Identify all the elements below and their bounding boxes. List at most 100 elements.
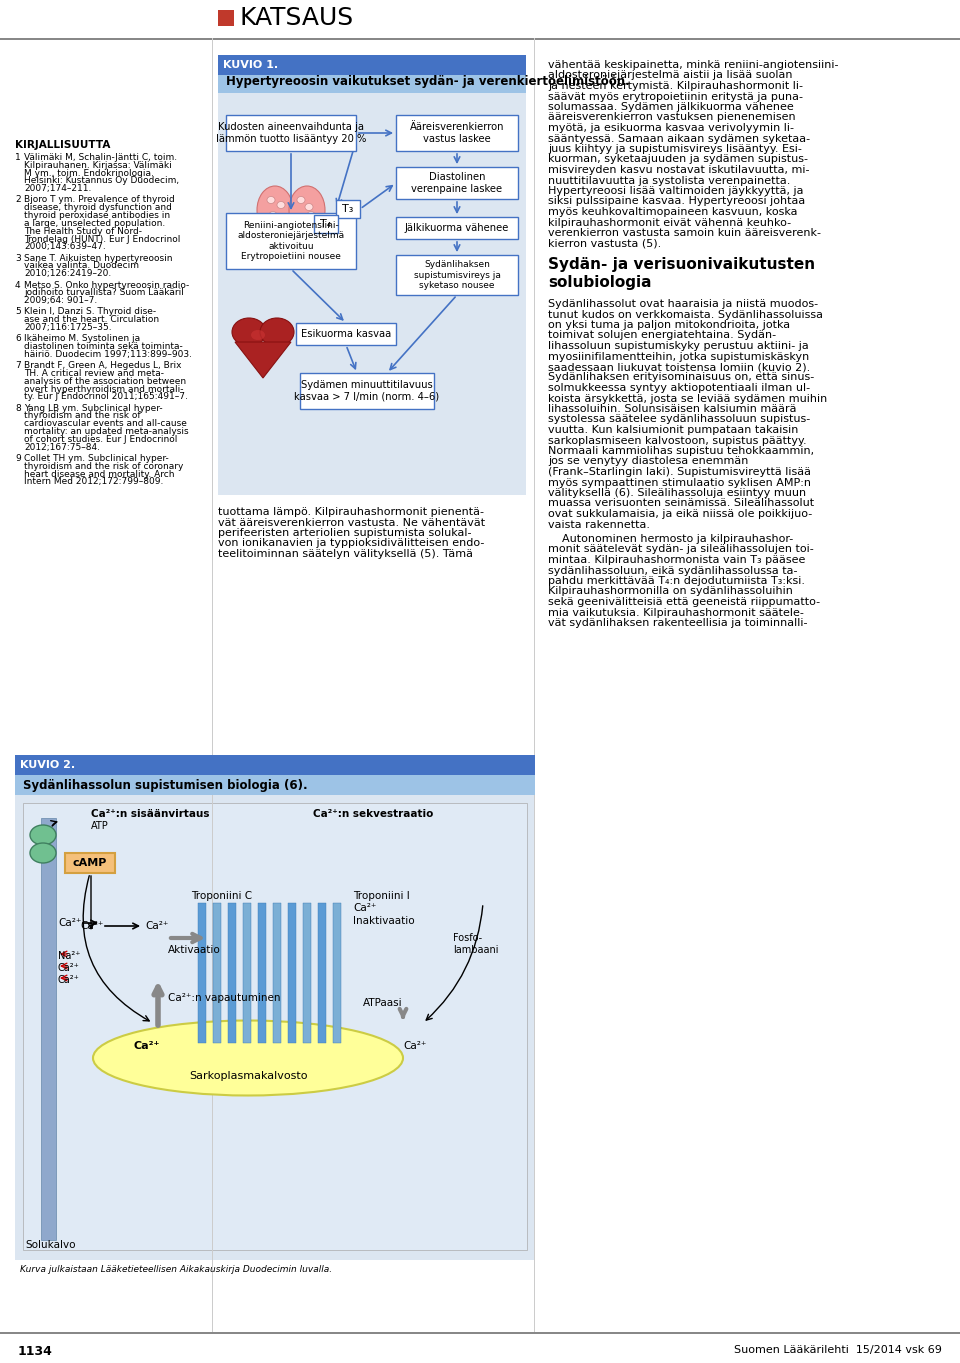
Text: Troponiini C: Troponiini C bbox=[191, 891, 252, 901]
Text: Sydänlihaksen erityisominaisuus on, että sinus-: Sydänlihaksen erityisominaisuus on, että… bbox=[548, 372, 814, 383]
Bar bbox=[314, 215, 338, 233]
Text: monit säätelevät sydän- ja sileälihassolujen toi-: monit säätelevät sydän- ja sileälihassol… bbox=[548, 544, 814, 555]
Text: myötä, ja esikuorma kasvaa verivolyymin li-: myötä, ja esikuorma kasvaa verivolyymin … bbox=[548, 123, 794, 134]
Text: Ca²⁺: Ca²⁺ bbox=[80, 921, 104, 931]
Text: solmukkeessa syntyy aktiopotentiaali ilman ul-: solmukkeessa syntyy aktiopotentiaali ilm… bbox=[548, 383, 810, 393]
Text: Sydämen minuuttitilavuus
kasvaa > 7 l/min (norm. 4–6): Sydämen minuuttitilavuus kasvaa > 7 l/mi… bbox=[295, 380, 440, 402]
Text: solumassaa. Sydämen jälkikuorma vähenee: solumassaa. Sydämen jälkikuorma vähenee bbox=[548, 102, 794, 112]
Text: Fosfo-
lambaani: Fosfo- lambaani bbox=[453, 934, 498, 954]
Text: misvireyden kasvu nostavat iskutilavuutta, mi-: misvireyden kasvu nostavat iskutilavuutt… bbox=[548, 165, 809, 174]
Text: 7: 7 bbox=[15, 361, 21, 371]
Text: (Frank–Starlingin laki). Supistumisvireyttä lisää: (Frank–Starlingin laki). Supistumisvirey… bbox=[548, 468, 811, 477]
Bar bbox=[336, 200, 360, 218]
Text: Ca²⁺: Ca²⁺ bbox=[133, 1041, 159, 1051]
Bar bbox=[243, 904, 251, 1043]
Text: a large, unselected population.: a large, unselected population. bbox=[24, 219, 165, 228]
Text: myös keuhkovaltimopaineen kasvuun, koska: myös keuhkovaltimopaineen kasvuun, koska bbox=[548, 207, 798, 217]
Text: M ym., toim. Endokrinologia.: M ym., toim. Endokrinologia. bbox=[24, 169, 154, 177]
Text: 1: 1 bbox=[15, 153, 21, 162]
Bar bbox=[0, 38, 960, 40]
Ellipse shape bbox=[269, 211, 277, 218]
Text: juus kiihtyy ja supistumisvireys lisääntyy. Esi-: juus kiihtyy ja supistumisvireys lisäänt… bbox=[548, 144, 802, 154]
Text: Kilpirauhashormonilla on sydänlihassoluihin: Kilpirauhashormonilla on sydänlihassolui… bbox=[548, 586, 793, 597]
Text: vät sydänlihaksen rakenteellisia ja toiminnalli-: vät sydänlihaksen rakenteellisia ja toim… bbox=[548, 617, 807, 628]
Text: Esikuorma kasvaa: Esikuorma kasvaa bbox=[300, 328, 391, 339]
Text: 4: 4 bbox=[15, 281, 20, 289]
Text: Normaali kammiolihas supistuu tehokkaammin,: Normaali kammiolihas supistuu tehokkaamm… bbox=[548, 446, 814, 457]
Text: muassa verisuonten seinämissä. Sileälihassolut: muassa verisuonten seinämissä. Sileäliha… bbox=[548, 499, 814, 508]
Text: vät ääreisverenkierron vastusta. Ne vähentävät: vät ääreisverenkierron vastusta. Ne vähe… bbox=[218, 518, 485, 527]
Bar bbox=[15, 776, 535, 795]
Text: Jälkikuorma vähenee: Jälkikuorma vähenee bbox=[405, 224, 509, 233]
Text: Brandt F, Green A, Hegedus L, Brix: Brandt F, Green A, Hegedus L, Brix bbox=[24, 361, 181, 371]
Text: tuottama lämpö. Kilpirauhashormonit pienentä-: tuottama lämpö. Kilpirauhashormonit pien… bbox=[218, 507, 484, 517]
Ellipse shape bbox=[232, 318, 266, 346]
Text: myös sympaattinen stimulaatio syklisen AMP:n: myös sympaattinen stimulaatio syklisen A… bbox=[548, 477, 811, 488]
Text: sydänlihassoluun, eikä sydänlihassolussa ta-: sydänlihassoluun, eikä sydänlihassolussa… bbox=[548, 566, 798, 575]
Text: T₄: T₄ bbox=[321, 219, 331, 229]
Text: kilpirauhashormonit eivät vähennä keuhko-: kilpirauhashormonit eivät vähennä keuhko… bbox=[548, 218, 791, 228]
Text: 3: 3 bbox=[15, 254, 21, 263]
Bar bbox=[288, 904, 296, 1043]
Text: 2: 2 bbox=[15, 195, 20, 204]
Text: on yksi tuma ja paljon mitokondrioita, jotka: on yksi tuma ja paljon mitokondrioita, j… bbox=[548, 320, 790, 330]
Bar bbox=[296, 323, 396, 345]
Text: mintaa. Kilpirauhashormonista vain T₃ pääsee: mintaa. Kilpirauhashormonista vain T₃ pä… bbox=[548, 555, 805, 566]
Bar bbox=[23, 803, 527, 1250]
Text: Intern Med 2012;172:799–809.: Intern Med 2012;172:799–809. bbox=[24, 477, 163, 487]
Text: Kudosten aineenvaihdunta ja
lämmön tuotto lisääntyy 20 %: Kudosten aineenvaihdunta ja lämmön tuott… bbox=[216, 123, 366, 144]
Text: saadessaan liukuvat toistensa lomiin (kuvio 2).: saadessaan liukuvat toistensa lomiin (ku… bbox=[548, 363, 810, 372]
Text: KUVIO 1.: KUVIO 1. bbox=[223, 60, 278, 70]
Bar bbox=[198, 904, 206, 1043]
Text: jodihoito turvallista? Suom Lääkäril: jodihoito turvallista? Suom Lääkäril bbox=[24, 289, 184, 297]
Text: 6: 6 bbox=[15, 334, 21, 343]
Text: Autonominen hermosto ja kilpirauhashor-: Autonominen hermosto ja kilpirauhashor- bbox=[548, 534, 793, 544]
Text: Reniini-angiotensiini-
aldosteroniejärjestelmä
aktivoituu
Erytropoietiini nousee: Reniini-angiotensiini- aldosteroniejärje… bbox=[237, 221, 345, 262]
Bar bbox=[396, 255, 518, 294]
Text: Sydänlihassolun supistumisen biologia (6).: Sydänlihassolun supistumisen biologia (6… bbox=[23, 778, 307, 792]
Bar bbox=[534, 38, 535, 1333]
Text: Ca²⁺: Ca²⁺ bbox=[353, 904, 376, 913]
Text: sääntyessä. Samaan aikaan sydämen syketaa-: sääntyessä. Samaan aikaan sydämen syketa… bbox=[548, 134, 810, 143]
Text: ATPaasi: ATPaasi bbox=[363, 998, 402, 1009]
Bar bbox=[273, 904, 281, 1043]
Ellipse shape bbox=[307, 211, 315, 218]
Text: ATP: ATP bbox=[91, 821, 108, 831]
Text: Yang LB ym. Subclinical hyper-: Yang LB ym. Subclinical hyper- bbox=[24, 403, 162, 413]
Bar bbox=[65, 853, 115, 872]
Text: KIRJALLISUUTTA: KIRJALLISUUTTA bbox=[15, 140, 110, 150]
Text: Suomen Lääkärilehti  15/2014 vsk 69: Suomen Lääkärilehti 15/2014 vsk 69 bbox=[734, 1345, 942, 1355]
Ellipse shape bbox=[93, 1021, 403, 1096]
Text: 2000;143:639–47.: 2000;143:639–47. bbox=[24, 243, 106, 251]
Text: tunut kudos on verkkomaista. Sydänlihassoluissa: tunut kudos on verkkomaista. Sydänlihass… bbox=[548, 309, 823, 319]
Text: mortality: an updated meta-analysis: mortality: an updated meta-analysis bbox=[24, 427, 188, 436]
Text: 1134: 1134 bbox=[18, 1345, 53, 1358]
Text: pahdu merkittävää T₄:n dejodutumiista T₃:ksi.: pahdu merkittävää T₄:n dejodutumiista T₃… bbox=[548, 577, 805, 586]
Bar bbox=[218, 55, 526, 75]
Text: Ca²⁺: Ca²⁺ bbox=[58, 964, 80, 973]
Text: Sane T. Aikuisten hypertyreoosin: Sane T. Aikuisten hypertyreoosin bbox=[24, 254, 173, 263]
Bar bbox=[212, 38, 213, 1333]
Bar bbox=[228, 904, 236, 1043]
Text: perifeeristen arteriolien supistumista solukal-: perifeeristen arteriolien supistumista s… bbox=[218, 527, 471, 538]
Text: T₃: T₃ bbox=[343, 204, 353, 214]
Bar bbox=[41, 818, 56, 1240]
Bar bbox=[333, 904, 341, 1043]
Ellipse shape bbox=[277, 202, 285, 209]
Ellipse shape bbox=[295, 214, 303, 221]
Ellipse shape bbox=[305, 203, 313, 210]
Text: ja nesteen kertymistä. Kilpirauhashormonit li-: ja nesteen kertymistä. Kilpirauhashormon… bbox=[548, 80, 803, 91]
Text: Hypertyreoosin vaikutukset sydän- ja verenkiertoelimistöön.: Hypertyreoosin vaikutukset sydän- ja ver… bbox=[226, 75, 630, 87]
Ellipse shape bbox=[267, 196, 275, 203]
Text: vähentää keskipainetta, minkä reniini-angiotensiini-: vähentää keskipainetta, minkä reniini-an… bbox=[548, 60, 838, 70]
Text: von ionikanavien ja typpioksidivälitteisen endo-: von ionikanavien ja typpioksidivälitteis… bbox=[218, 538, 485, 548]
Text: ty. Eur J Endocrinol 2011;165:491–7.: ty. Eur J Endocrinol 2011;165:491–7. bbox=[24, 393, 188, 401]
Polygon shape bbox=[235, 342, 291, 378]
Text: ase and the heart. Circulation: ase and the heart. Circulation bbox=[24, 315, 159, 324]
Bar bbox=[15, 755, 535, 776]
Text: Ikäheimo M. Systolinen ja: Ikäheimo M. Systolinen ja bbox=[24, 334, 140, 343]
Text: Trondelag (HUNT). Eur J Endocrinol: Trondelag (HUNT). Eur J Endocrinol bbox=[24, 234, 180, 244]
Text: systolessa säätelee sydänlihassoluun supistus-: systolessa säätelee sydänlihassoluun sup… bbox=[548, 414, 810, 424]
Bar bbox=[213, 904, 221, 1043]
Text: of cohort studies. Eur J Endocrinol: of cohort studies. Eur J Endocrinol bbox=[24, 435, 178, 444]
